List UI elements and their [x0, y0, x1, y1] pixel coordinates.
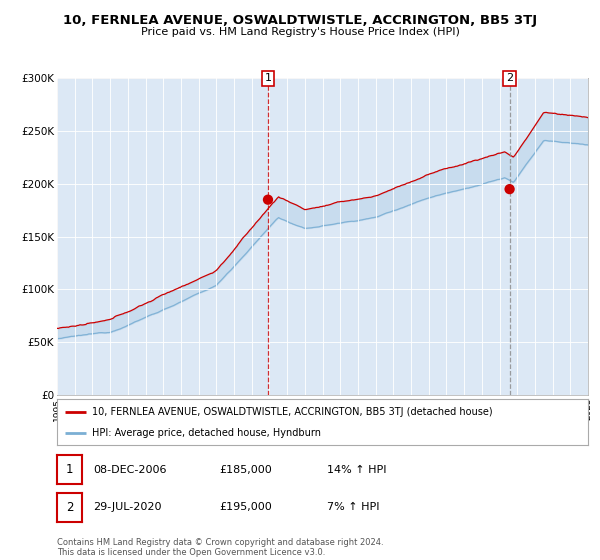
- Text: 29-JUL-2020: 29-JUL-2020: [93, 502, 161, 512]
- Text: 2: 2: [506, 73, 513, 83]
- Text: 7% ↑ HPI: 7% ↑ HPI: [327, 502, 380, 512]
- Text: Contains HM Land Registry data © Crown copyright and database right 2024.
This d: Contains HM Land Registry data © Crown c…: [57, 538, 383, 557]
- Text: Price paid vs. HM Land Registry's House Price Index (HPI): Price paid vs. HM Land Registry's House …: [140, 27, 460, 37]
- Text: 14% ↑ HPI: 14% ↑ HPI: [327, 465, 386, 475]
- Text: 1: 1: [265, 73, 271, 83]
- Point: [263, 195, 273, 204]
- Text: 1: 1: [66, 463, 73, 477]
- Text: 08-DEC-2006: 08-DEC-2006: [93, 465, 167, 475]
- Text: 2: 2: [66, 501, 73, 514]
- Text: £195,000: £195,000: [219, 502, 272, 512]
- Text: 10, FERNLEA AVENUE, OSWALDTWISTLE, ACCRINGTON, BB5 3TJ: 10, FERNLEA AVENUE, OSWALDTWISTLE, ACCRI…: [63, 14, 537, 27]
- Text: HPI: Average price, detached house, Hyndburn: HPI: Average price, detached house, Hynd…: [92, 428, 320, 438]
- Point: [505, 185, 514, 194]
- Text: 10, FERNLEA AVENUE, OSWALDTWISTLE, ACCRINGTON, BB5 3TJ (detached house): 10, FERNLEA AVENUE, OSWALDTWISTLE, ACCRI…: [92, 407, 492, 417]
- Text: £185,000: £185,000: [219, 465, 272, 475]
